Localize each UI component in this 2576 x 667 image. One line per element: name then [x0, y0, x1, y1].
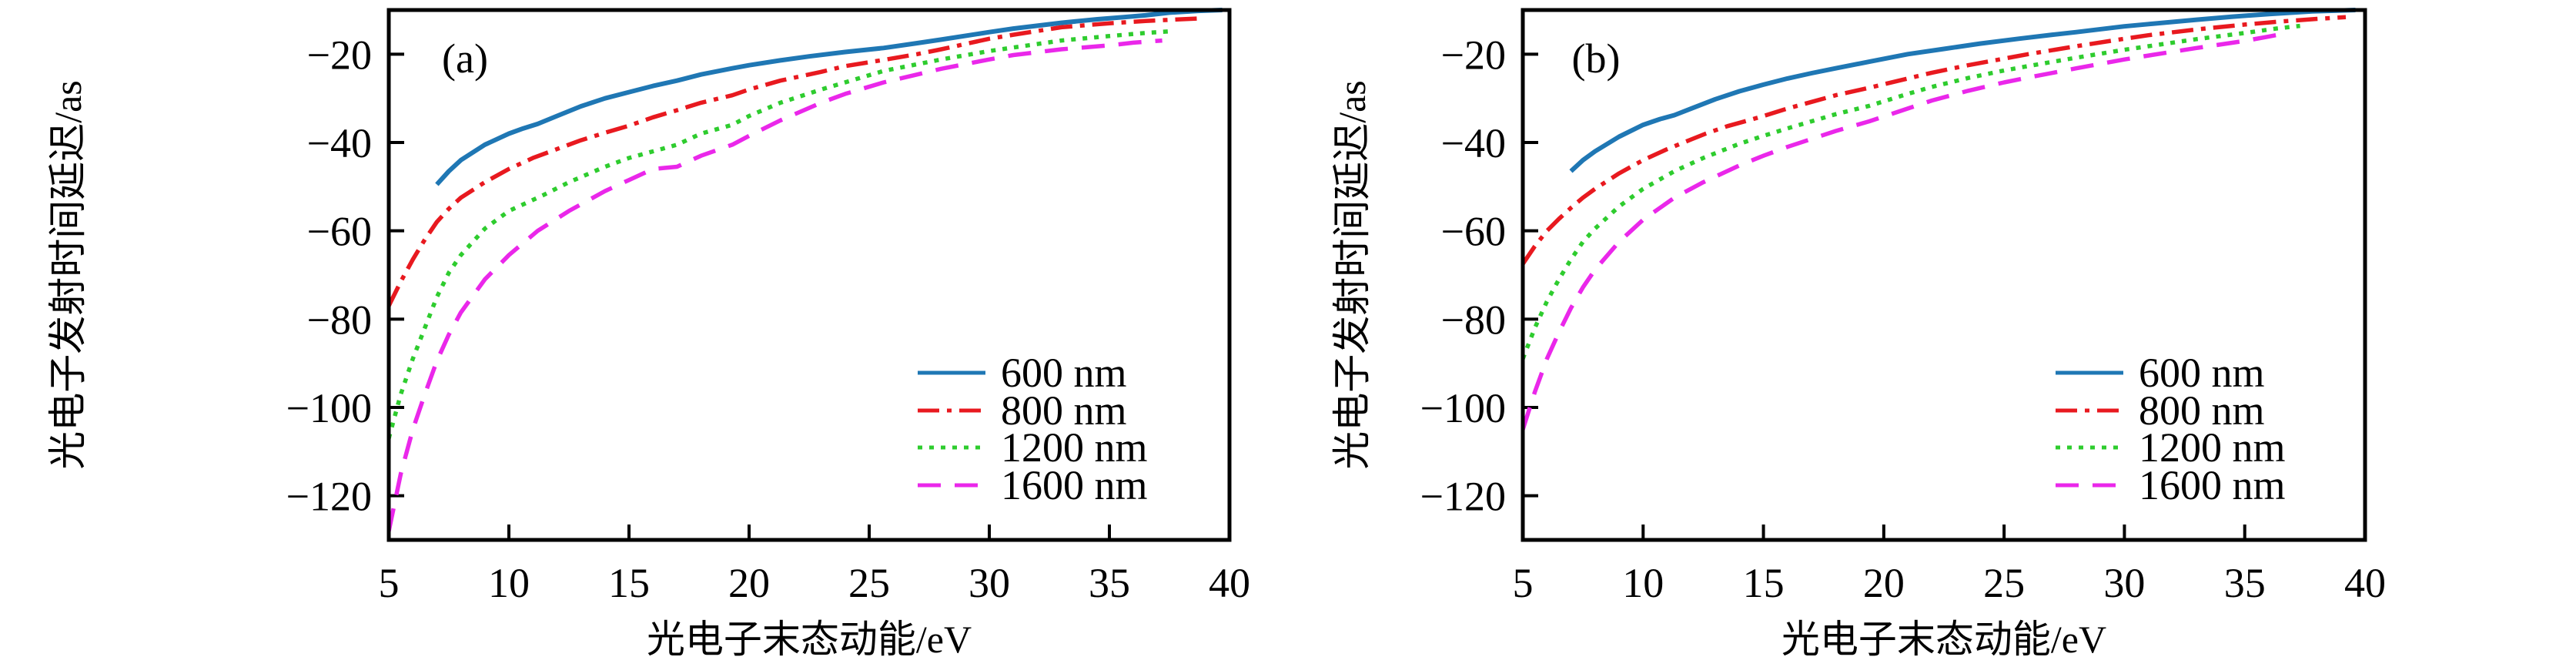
x-tick-label-40-panel-a: 40 [1209, 560, 1250, 606]
x-tick-label-30-panel-b: 30 [2103, 560, 2145, 606]
x-tick-label-15-panel-a: 15 [608, 560, 650, 606]
y-tick-label--120-panel-a: −120 [286, 474, 372, 520]
x-axis-title-panel-b: 光电子末态动能/eV [1781, 618, 2107, 661]
x-axis-title-panel-a: 光电子末态动能/eV [646, 618, 972, 661]
curve-1600nm-panel-a [389, 38, 1163, 532]
y-tick-label--20-panel-a: −20 [307, 32, 372, 78]
x-tick-label-40-panel-b: 40 [2344, 560, 2386, 606]
y-tick-label--40-panel-a: −40 [307, 120, 372, 166]
axes-frame-panel-b [1521, 8, 2367, 542]
x-tick-label-10-panel-b: 10 [1622, 560, 1664, 606]
x-tick-label-35-panel-a: 35 [1089, 560, 1130, 606]
panel-label-b: (b) [1571, 35, 1621, 82]
y-tick-label--80-panel-a: −80 [307, 297, 372, 343]
y-tick-label--60-panel-a: −60 [307, 209, 372, 255]
y-tick-label--20-panel-b: −20 [1441, 32, 1506, 78]
x-tick-label-25-panel-b: 25 [1983, 560, 2025, 606]
y-tick-label--120-panel-b: −120 [1420, 474, 1506, 520]
curve-600nm-panel-a [435, 8, 1223, 186]
panel-label-a: (a) [442, 35, 488, 82]
curve-800nm-panel-a [389, 16, 1201, 307]
curve-800nm-panel-b [1523, 15, 2347, 266]
curve-600nm-panel-b [1569, 8, 2356, 173]
x-tick-label-5-panel-b: 5 [1513, 560, 1534, 606]
legend-entry-1600nm-panel-b: 1600 nm [2139, 462, 2286, 508]
y-axis-title-panel-a: 光电子发射时间延迟/as [46, 80, 89, 470]
y-axis-title-panel-b: 光电子发射时间延迟/as [1330, 80, 1373, 470]
legend-entry-1200nm-panel-b: 1200 nm [2139, 424, 2286, 471]
curve-1200nm-panel-b [1523, 23, 2300, 360]
x-tick-label-35-panel-b: 35 [2224, 560, 2266, 606]
x-tick-label-20-panel-a: 20 [728, 560, 770, 606]
y-tick-label--40-panel-b: −40 [1441, 120, 1506, 166]
legend-entry-600nm-panel-b: 600 nm [2139, 350, 2265, 396]
legend-entry-800nm-panel-a: 800 nm [1001, 387, 1127, 434]
x-tick-label-20-panel-b: 20 [1863, 560, 1905, 606]
axes-frame-panel-a [386, 8, 1232, 542]
x-tick-label-25-panel-a: 25 [848, 560, 890, 606]
legend-entry-1600nm-panel-a: 1600 nm [1001, 462, 1148, 508]
legend-entry-800nm-panel-b: 800 nm [2139, 387, 2265, 434]
legend-entry-1200nm-panel-a: 1200 nm [1001, 424, 1148, 471]
x-tick-label-10-panel-a: 10 [488, 560, 530, 606]
y-tick-label--60-panel-b: −60 [1441, 209, 1506, 255]
y-tick-label--80-panel-b: −80 [1441, 297, 1506, 343]
x-tick-label-5-panel-a: 5 [379, 560, 400, 606]
legend-entry-600nm-panel-a: 600 nm [1001, 350, 1127, 396]
y-tick-label--100-panel-a: −100 [286, 385, 372, 431]
curve-1200nm-panel-a [389, 28, 1173, 439]
x-tick-label-15-panel-b: 15 [1743, 560, 1785, 606]
x-tick-label-30-panel-a: 30 [969, 560, 1010, 606]
y-tick-label--100-panel-b: −100 [1420, 385, 1506, 431]
